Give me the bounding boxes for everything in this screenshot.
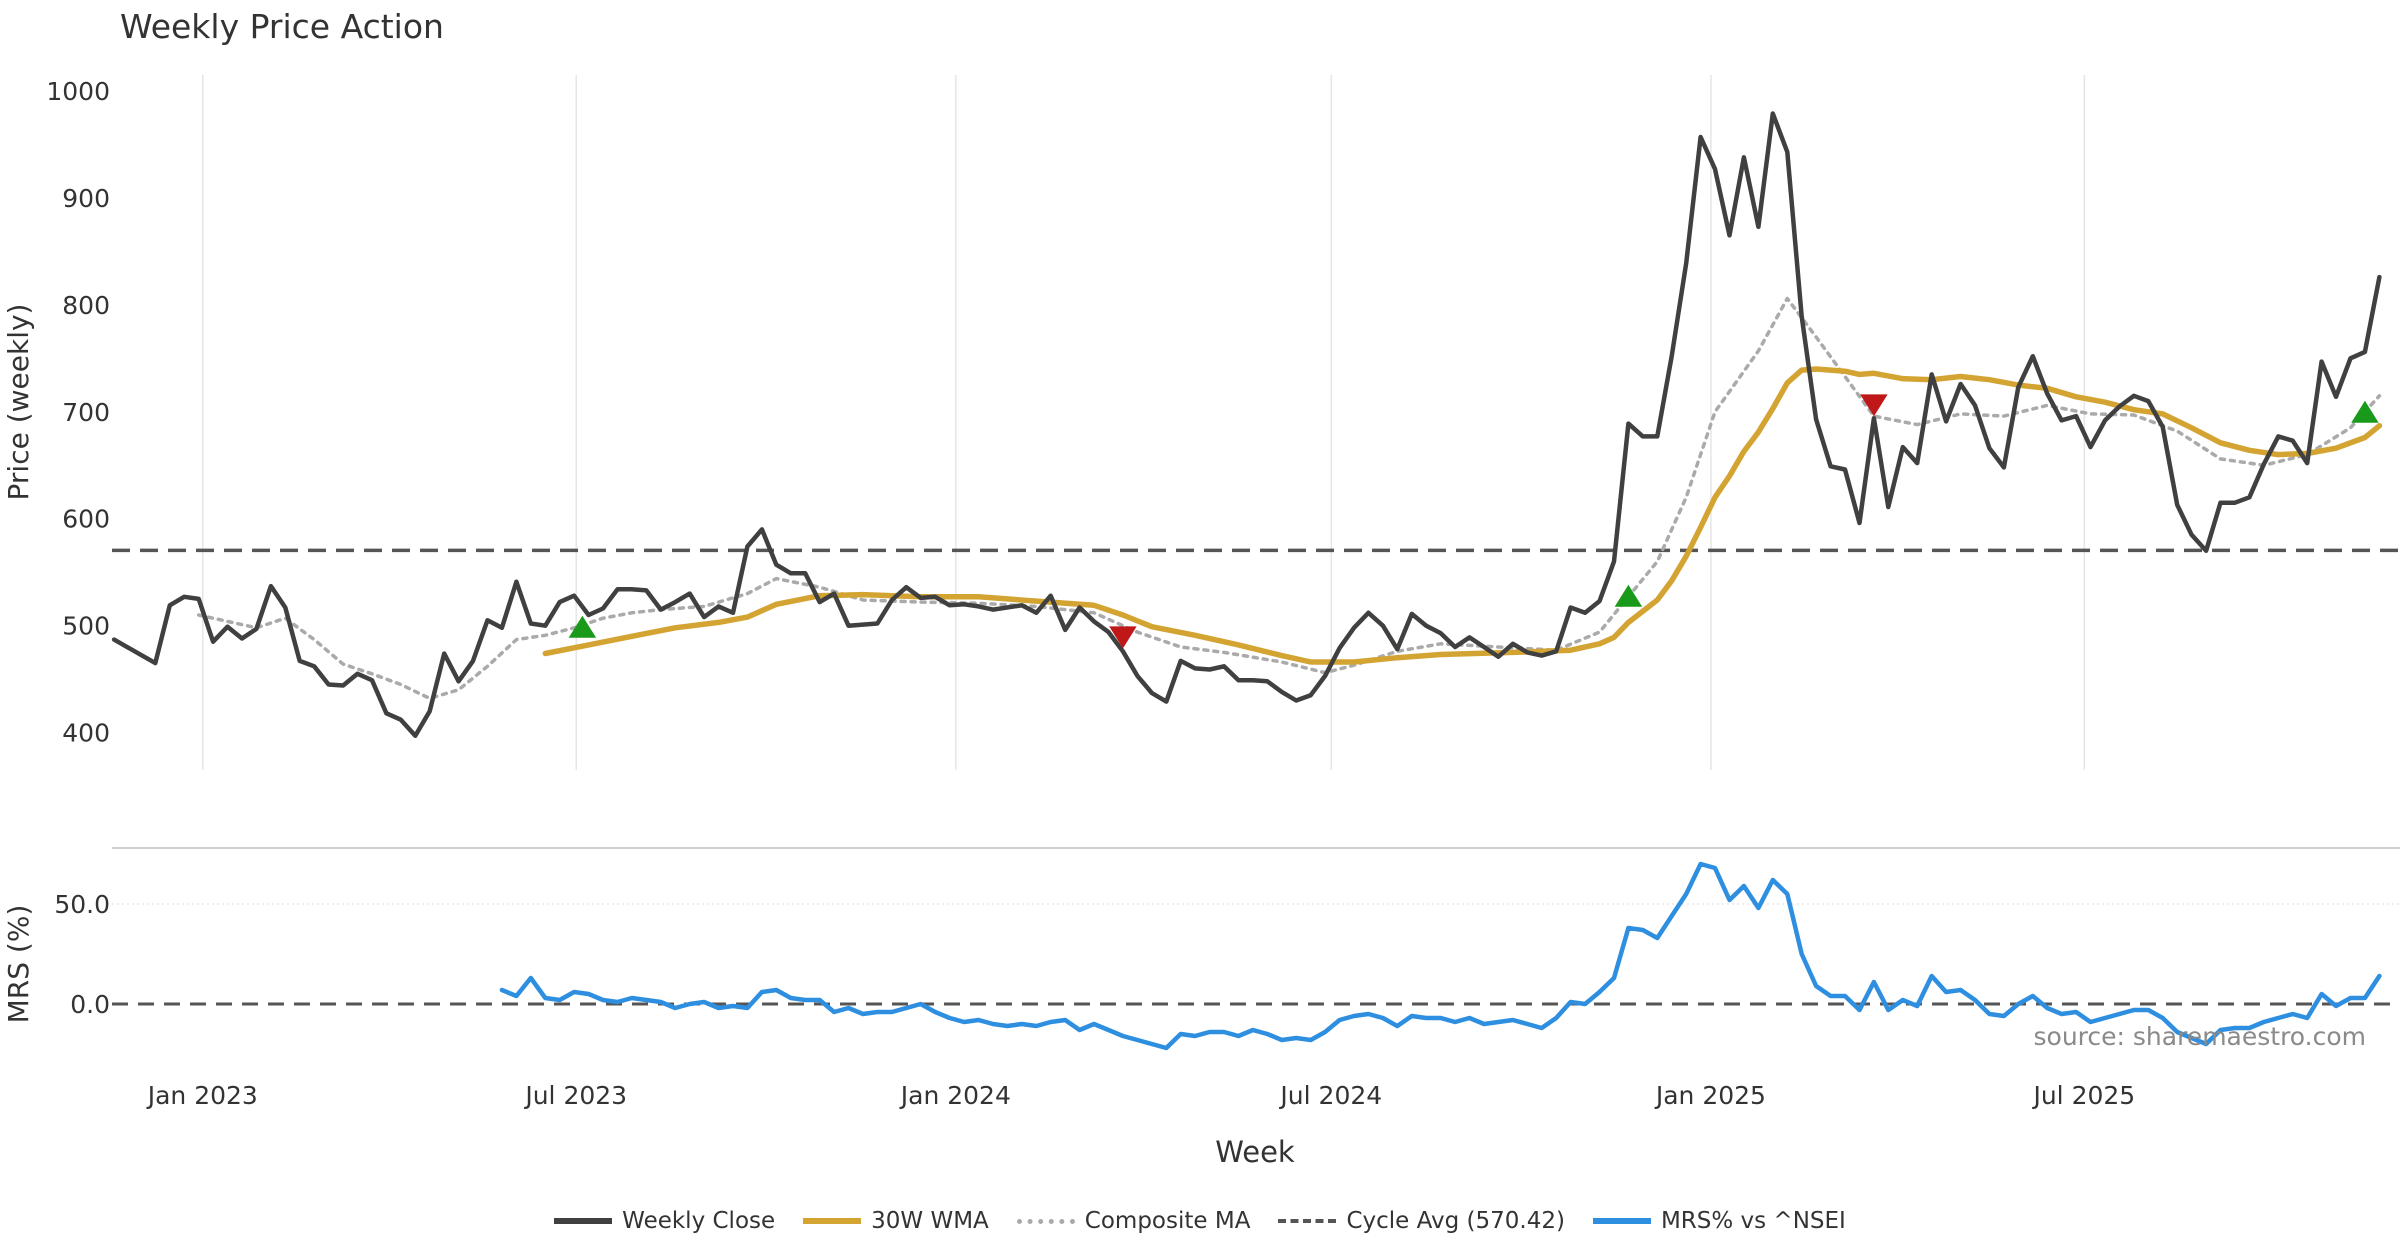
series-line-mrs-vs-nsei — [499, 861, 2382, 1051]
legend-item-composite-ma: Composite MA — [1016, 1208, 1251, 1234]
signal-marker-up-5 — [2351, 400, 2379, 423]
legend-swatch-mrs — [1592, 1218, 1651, 1224]
signal-marker-up-3 — [1614, 584, 1643, 607]
price-y-tick-700: 700 — [62, 398, 110, 427]
mrs-panel: 0.0 50.0 Jan 2023 Jul 2023 Jan 2024 Jul 2024 J… — [54, 847, 2400, 1110]
x-tick-jan-2024: Jan 2024 — [899, 1081, 1011, 1110]
signal-marker-down-2 — [1109, 626, 1137, 649]
watermark: source: sharemaestro.com — [2034, 1022, 2367, 1051]
legend-label-weekly-close: Weekly Close — [622, 1208, 776, 1234]
x-tick-jan-2023: Jan 2023 — [146, 1081, 258, 1110]
series-line-30w-wma — [542, 366, 2383, 665]
legend-swatch-weekly-close — [554, 1218, 613, 1224]
signal-marker-down-4 — [1860, 394, 1888, 417]
legend: Weekly Close 30W WMA Composite MA Cycle … — [0, 1208, 2400, 1234]
x-axis-label: Week — [1215, 1135, 1295, 1169]
legend-label-mrs: MRS% vs ^NSEI — [1660, 1208, 1846, 1234]
chart-title: Weekly Price Action — [120, 7, 444, 46]
legend-swatch-cycle-avg — [1278, 1219, 1337, 1223]
series-line-weekly-close — [111, 111, 2382, 739]
price-y-tick-600: 600 — [62, 505, 110, 534]
x-tick-jul-2025: Jul 2025 — [2031, 1081, 2135, 1110]
mrs-y-tick-0.0: 0.0 — [70, 990, 110, 1019]
mrs-y-axis-label: MRS (%) — [2, 905, 35, 1024]
price-y-tick-500: 500 — [62, 612, 110, 641]
signal-marker-up-1 — [568, 615, 597, 638]
legend-swatch-30w-wma — [803, 1218, 862, 1224]
x-tick-jan-2025: Jan 2025 — [1654, 1081, 1766, 1110]
mrs-y-tick-50.0: 50.0 — [54, 890, 110, 919]
price-y-tick-1000: 1000 — [46, 77, 110, 106]
legend-label-cycle-avg: Cycle Avg (570.42) — [1346, 1208, 1565, 1234]
legend-label-30w-wma: 30W WMA — [871, 1208, 989, 1234]
legend-swatch-composite-ma — [1016, 1218, 1075, 1224]
x-tick-jul-2024: Jul 2024 — [1278, 1081, 1382, 1110]
x-tick-jul-2023: Jul 2023 — [523, 1081, 627, 1110]
legend-label-composite-ma: Composite MA — [1084, 1208, 1251, 1234]
price-panel: 400 500 600 700 800 900 1000 — [46, 75, 2400, 770]
price-y-tick-400: 400 — [62, 719, 110, 748]
price-y-tick-800: 800 — [62, 291, 110, 320]
series-line-composite-ma — [196, 296, 2382, 701]
legend-item-weekly-close: Weekly Close — [554, 1208, 775, 1234]
price-y-tick-900: 900 — [62, 184, 110, 213]
price-y-axis-label: Price (weekly) — [2, 304, 35, 501]
legend-item-mrs: MRS% vs ^NSEI — [1592, 1208, 1846, 1234]
legend-item-30w-wma: 30W WMA — [803, 1208, 989, 1234]
legend-item-cycle-avg: Cycle Avg (570.42) — [1278, 1208, 1565, 1234]
